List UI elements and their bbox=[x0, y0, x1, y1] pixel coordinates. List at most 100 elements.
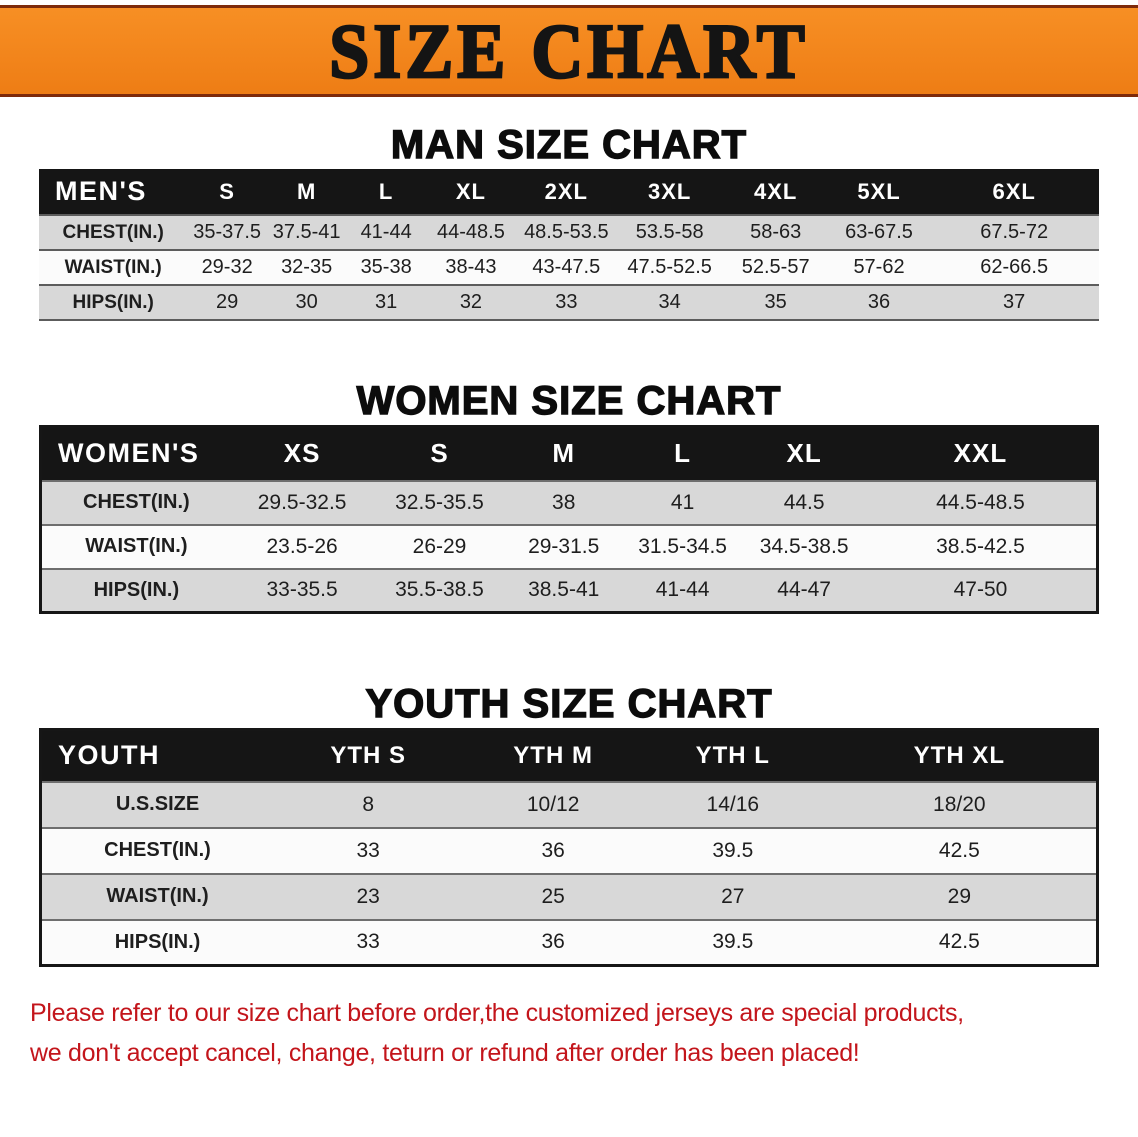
table-row: WAIST(IN.) 23 25 27 29 bbox=[40, 873, 1098, 920]
men-size-table: MEN'S S M L XL 2XL 3XL 4XL 5XL 6XL CHEST… bbox=[39, 169, 1099, 321]
row-label: HIPS(IN.) bbox=[72, 291, 154, 313]
data-cell: 27 bbox=[721, 884, 745, 908]
data-cell: 42.5 bbox=[938, 838, 980, 862]
data-cell: 35-38 bbox=[360, 256, 412, 278]
table-row: CHEST(IN.) 35-37.5 37.5-41 41-44 44-48.5… bbox=[39, 215, 1099, 250]
data-cell: 47.5-52.5 bbox=[627, 256, 712, 278]
data-cell: 44-47 bbox=[777, 578, 831, 602]
data-cell: 35.5-38.5 bbox=[395, 578, 484, 602]
men-section-title: MAN SIZE CHART bbox=[390, 122, 748, 167]
size-column-header: 6XL bbox=[992, 178, 1036, 204]
table-row: HIPS(IN.) 33-35.5 35.5-38.5 38.5-41 41-4… bbox=[40, 568, 1098, 613]
data-cell: 32-35 bbox=[281, 256, 333, 278]
data-cell: 44-48.5 bbox=[437, 221, 505, 243]
women-section-title: WOMEN SIZE CHART bbox=[356, 378, 782, 423]
table-row: WAIST(IN.) 29-32 32-35 35-38 38-43 43-47… bbox=[39, 250, 1099, 285]
size-column-header: 5XL bbox=[857, 178, 901, 204]
data-cell: 37 bbox=[1003, 291, 1026, 313]
data-cell: 57-62 bbox=[853, 256, 905, 278]
data-cell: 38-43 bbox=[445, 256, 497, 278]
data-cell: 29.5-32.5 bbox=[257, 490, 347, 514]
data-cell: 32 bbox=[459, 291, 483, 313]
size-column-header: 4XL bbox=[753, 178, 798, 204]
table-row: WAIST(IN.) 23.5-26 26-29 29-31.5 31.5-34… bbox=[40, 524, 1098, 569]
data-cell: 41-44 bbox=[655, 578, 710, 602]
data-cell: 67.5-72 bbox=[980, 221, 1049, 243]
table-row: CHEST(IN.) 29.5-32.5 32.5-35.5 38 41 44.… bbox=[40, 480, 1098, 525]
size-column-header: S bbox=[430, 438, 449, 469]
data-cell: 43-47.5 bbox=[532, 256, 601, 278]
row-label: WAIST(IN.) bbox=[106, 885, 209, 907]
data-cell: 33 bbox=[356, 838, 380, 862]
data-cell: 31.5-34.5 bbox=[638, 534, 727, 558]
size-column-header: YTH XL bbox=[913, 741, 1005, 769]
data-cell: 29-32 bbox=[201, 256, 253, 278]
data-cell: 44.5-48.5 bbox=[936, 490, 1025, 514]
data-cell: 29 bbox=[947, 884, 971, 908]
row-label: CHEST(IN.) bbox=[104, 839, 211, 861]
data-cell: 48.5-53.5 bbox=[524, 221, 609, 243]
table-row: HIPS(IN.) 33 36 39.5 42.5 bbox=[40, 919, 1098, 966]
women-header-row: WOMEN'S XS S M L XL XXL bbox=[40, 426, 1098, 481]
data-cell: 38 bbox=[552, 490, 576, 514]
data-cell: 42.5 bbox=[938, 930, 980, 954]
size-column-header: XXL bbox=[953, 438, 1008, 469]
data-cell: 41 bbox=[670, 490, 695, 514]
data-cell: 52.5-57 bbox=[741, 256, 810, 278]
size-column-header: M bbox=[552, 438, 576, 469]
data-cell: 47-50 bbox=[953, 578, 1008, 602]
data-cell: 62-66.5 bbox=[980, 256, 1049, 278]
row-label: U.S.SIZE bbox=[115, 793, 200, 815]
size-column-header: 3XL bbox=[647, 178, 692, 204]
table-row: U.S.SIZE 8 10/12 14/16 18/20 bbox=[40, 781, 1098, 828]
size-column-header: YTH S bbox=[330, 741, 406, 769]
data-cell: 23 bbox=[356, 884, 380, 908]
disclaimer-text: Please refer to our size chart before or… bbox=[30, 993, 1108, 1073]
size-column-header: YTH L bbox=[695, 741, 770, 769]
data-cell: 29-31.5 bbox=[528, 534, 600, 558]
data-cell: 36 bbox=[541, 838, 565, 862]
data-cell: 29 bbox=[216, 291, 239, 313]
data-cell: 32.5-35.5 bbox=[395, 490, 484, 514]
data-cell: 18/20 bbox=[933, 792, 986, 816]
data-cell: 37.5-41 bbox=[272, 221, 341, 243]
data-cell: 33-35.5 bbox=[266, 578, 338, 602]
row-label: CHEST(IN.) bbox=[62, 221, 164, 243]
women-header-label: WOMEN'S bbox=[58, 438, 200, 469]
size-column-header: M bbox=[296, 178, 317, 204]
disclaimer-line-1: Please refer to our size chart before or… bbox=[30, 999, 964, 1027]
data-cell: 25 bbox=[541, 884, 565, 908]
data-cell: 39.5 bbox=[712, 838, 754, 862]
size-column-header: YTH M bbox=[513, 741, 593, 769]
table-row: CHEST(IN.) 33 36 39.5 42.5 bbox=[40, 827, 1098, 874]
size-chart-banner: SIZE CHART bbox=[0, 5, 1138, 97]
data-cell: 8 bbox=[362, 792, 374, 816]
data-cell: 31 bbox=[375, 291, 398, 313]
data-cell: 41-44 bbox=[360, 221, 412, 243]
data-cell: 36 bbox=[541, 930, 565, 954]
data-cell: 34.5-38.5 bbox=[759, 534, 849, 558]
page-title: SIZE CHART bbox=[328, 7, 809, 95]
row-label: HIPS(IN.) bbox=[93, 578, 180, 601]
men-header-row: MEN'S S M L XL 2XL 3XL 4XL 5XL 6XL bbox=[39, 169, 1099, 215]
data-cell: 35 bbox=[764, 291, 787, 313]
data-cell: 63-67.5 bbox=[845, 221, 913, 243]
data-cell: 35-37.5 bbox=[193, 221, 262, 243]
men-header-label: MEN'S bbox=[55, 176, 147, 206]
data-cell: 38.5-42.5 bbox=[936, 534, 1025, 558]
table-row: HIPS(IN.) 29 30 31 32 33 34 35 36 37 bbox=[39, 285, 1099, 320]
row-label: WAIST(IN.) bbox=[64, 256, 162, 278]
data-cell: 33 bbox=[356, 930, 380, 954]
size-column-header: XL bbox=[786, 438, 822, 469]
women-size-table: WOMEN'S XS S M L XL XXL CHEST(IN.) 29.5-… bbox=[39, 425, 1099, 614]
size-column-header: XS bbox=[283, 438, 321, 469]
youth-header-row: YOUTH YTH S YTH M YTH L YTH XL bbox=[40, 729, 1098, 782]
data-cell: 38.5-41 bbox=[528, 578, 600, 602]
youth-header-label: YOUTH bbox=[58, 740, 160, 771]
data-cell: 26-29 bbox=[412, 534, 467, 558]
disclaimer-line-2: we don't accept cancel, change, teturn o… bbox=[30, 1039, 860, 1067]
size-column-header: XL bbox=[455, 178, 486, 204]
row-label: HIPS(IN.) bbox=[114, 930, 201, 953]
data-cell: 53.5-58 bbox=[635, 221, 704, 243]
data-cell: 23.5-26 bbox=[266, 534, 338, 558]
